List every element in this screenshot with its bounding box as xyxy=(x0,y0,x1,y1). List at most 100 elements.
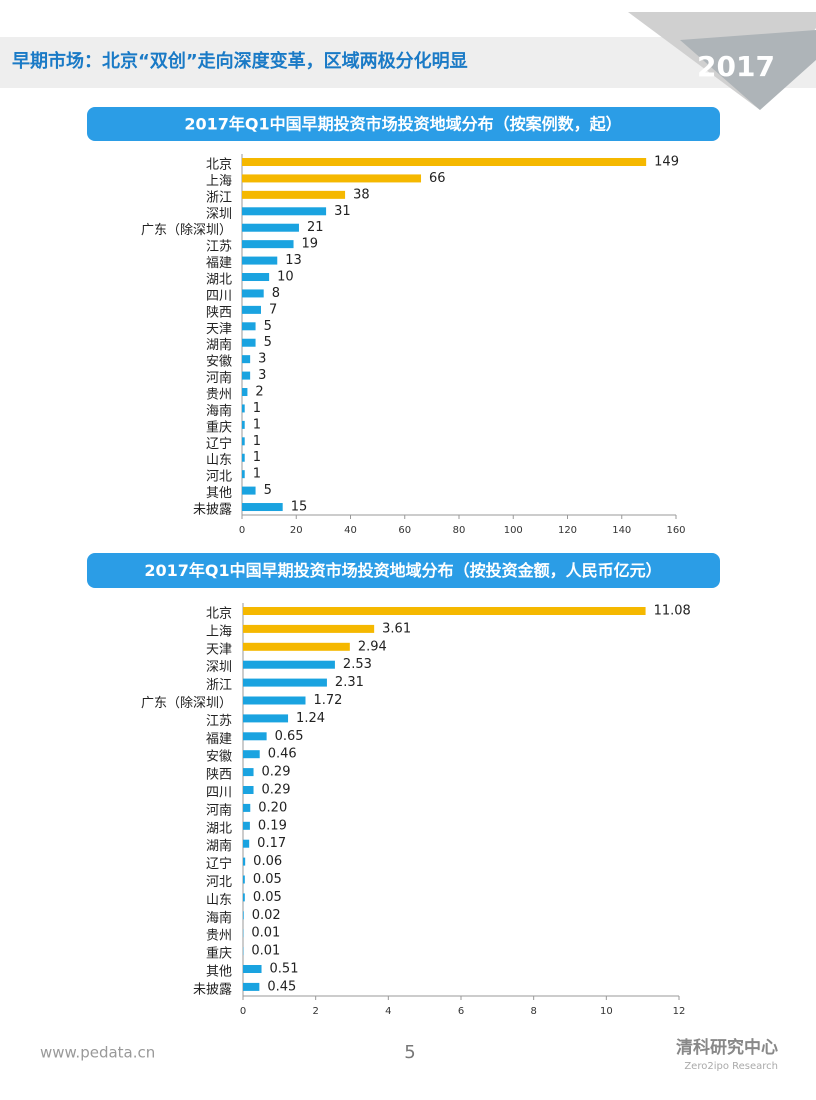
bar xyxy=(242,289,264,298)
x-tick-label: 140 xyxy=(612,525,631,536)
x-tick-label: 10 xyxy=(600,1006,613,1017)
data-label: 0.05 xyxy=(253,890,282,905)
bar xyxy=(243,642,350,651)
bar xyxy=(242,305,261,314)
y-tick-label: 广东（除深圳） xyxy=(141,696,232,711)
data-label: 5 xyxy=(264,319,272,334)
x-tick-label: 40 xyxy=(344,525,357,536)
bar xyxy=(243,821,250,830)
y-tick-label: 浙江 xyxy=(206,678,232,693)
y-tick-label: 安徽 xyxy=(206,750,232,765)
bar xyxy=(242,240,294,249)
data-label: 2.94 xyxy=(358,639,387,654)
bar xyxy=(243,660,335,669)
y-tick-label: 福建 xyxy=(206,732,232,747)
data-label: 2.53 xyxy=(343,657,372,672)
chart-title: 2017年Q1中国早期投资市场投资地域分布（按案例数，起） xyxy=(184,115,621,134)
bar xyxy=(242,207,327,216)
title-banner xyxy=(87,107,720,141)
y-tick-label: 其他 xyxy=(206,965,232,980)
data-label: 3.61 xyxy=(382,621,411,636)
y-tick-label: 上海 xyxy=(206,174,232,189)
bar xyxy=(242,355,251,364)
y-tick-label: 山东 xyxy=(206,893,232,908)
title-banner xyxy=(87,553,720,588)
bar xyxy=(242,174,422,183)
y-tick-label: 上海 xyxy=(206,624,232,639)
bar xyxy=(243,875,245,884)
y-tick-label: 湖北 xyxy=(206,273,232,288)
data-label: 5 xyxy=(264,335,272,350)
x-tick-label: 6 xyxy=(458,1006,464,1017)
y-tick-label: 北京 xyxy=(206,607,232,622)
x-tick-label: 2 xyxy=(312,1006,318,1017)
y-tick-label: 福建 xyxy=(206,256,232,271)
page-number: 5 xyxy=(404,1042,415,1063)
bar xyxy=(242,420,245,429)
brand: 清科研究中心 xyxy=(676,1037,778,1058)
data-label: 19 xyxy=(302,237,319,252)
x-tick-label: 4 xyxy=(385,1006,391,1017)
y-tick-label: 江苏 xyxy=(206,713,232,729)
bar xyxy=(243,768,254,777)
data-label: 31 xyxy=(334,204,351,219)
y-tick-label: 天津 xyxy=(206,642,232,657)
bar xyxy=(243,624,375,633)
y-tick-label: 贵州 xyxy=(206,929,232,944)
y-tick-label: 北京 xyxy=(206,158,232,173)
data-label: 1.24 xyxy=(296,711,325,726)
data-label: 3 xyxy=(258,352,266,367)
bar xyxy=(243,803,251,812)
footer-url: www.pedata.cn xyxy=(40,1044,155,1062)
data-label: 1 xyxy=(253,467,261,482)
bar xyxy=(243,893,245,902)
chart-title: 2017年Q1中国早期投资市场投资地域分布（按投资金额，人民币亿元） xyxy=(144,561,661,580)
y-tick-label: 河北 xyxy=(206,470,232,485)
y-tick-label: 河北 xyxy=(206,875,232,890)
data-label: 0.01 xyxy=(251,944,280,959)
bar xyxy=(242,256,278,265)
x-tick-label: 20 xyxy=(290,525,303,536)
y-tick-label: 辽宁 xyxy=(206,436,232,452)
y-tick-label: 天津 xyxy=(206,322,232,337)
y-tick-label: 辽宁 xyxy=(206,856,232,872)
y-tick-label: 陕西 xyxy=(206,305,232,320)
bar xyxy=(243,714,289,723)
data-label: 8 xyxy=(272,286,280,301)
data-label: 1.72 xyxy=(313,693,342,708)
data-label: 1 xyxy=(253,450,261,465)
data-label: 1 xyxy=(253,417,261,432)
bar xyxy=(243,678,327,687)
bar xyxy=(242,503,283,512)
x-tick-label: 8 xyxy=(530,1006,536,1017)
data-label: 1 xyxy=(253,401,261,416)
bar xyxy=(242,388,248,397)
bar xyxy=(242,453,245,462)
bar xyxy=(243,696,306,705)
bar xyxy=(242,338,256,347)
data-label: 0.19 xyxy=(258,818,287,833)
y-tick-label: 湖南 xyxy=(206,337,232,353)
data-label: 0.51 xyxy=(270,962,299,977)
data-label: 2.31 xyxy=(335,675,364,690)
bar xyxy=(242,437,245,446)
y-tick-label: 重庆 xyxy=(206,946,232,962)
data-label: 0.01 xyxy=(251,926,280,941)
x-tick-label: 60 xyxy=(398,525,411,536)
data-label: 11.08 xyxy=(654,604,691,619)
bar xyxy=(243,607,646,615)
data-label: 13 xyxy=(285,253,302,268)
brand-en: Zero2ipo Research xyxy=(684,1061,778,1072)
year: 2017 xyxy=(697,50,775,83)
y-tick-label: 浙江 xyxy=(206,190,232,205)
data-label: 0.17 xyxy=(257,836,286,851)
bar xyxy=(243,839,250,848)
x-tick-label: 80 xyxy=(453,525,466,536)
y-tick-label: 其他 xyxy=(206,486,232,501)
bar xyxy=(242,158,647,166)
bar xyxy=(243,982,260,991)
data-label: 2 xyxy=(255,385,263,400)
data-label: 0.02 xyxy=(252,908,281,923)
y-tick-label: 安徽 xyxy=(206,355,232,370)
